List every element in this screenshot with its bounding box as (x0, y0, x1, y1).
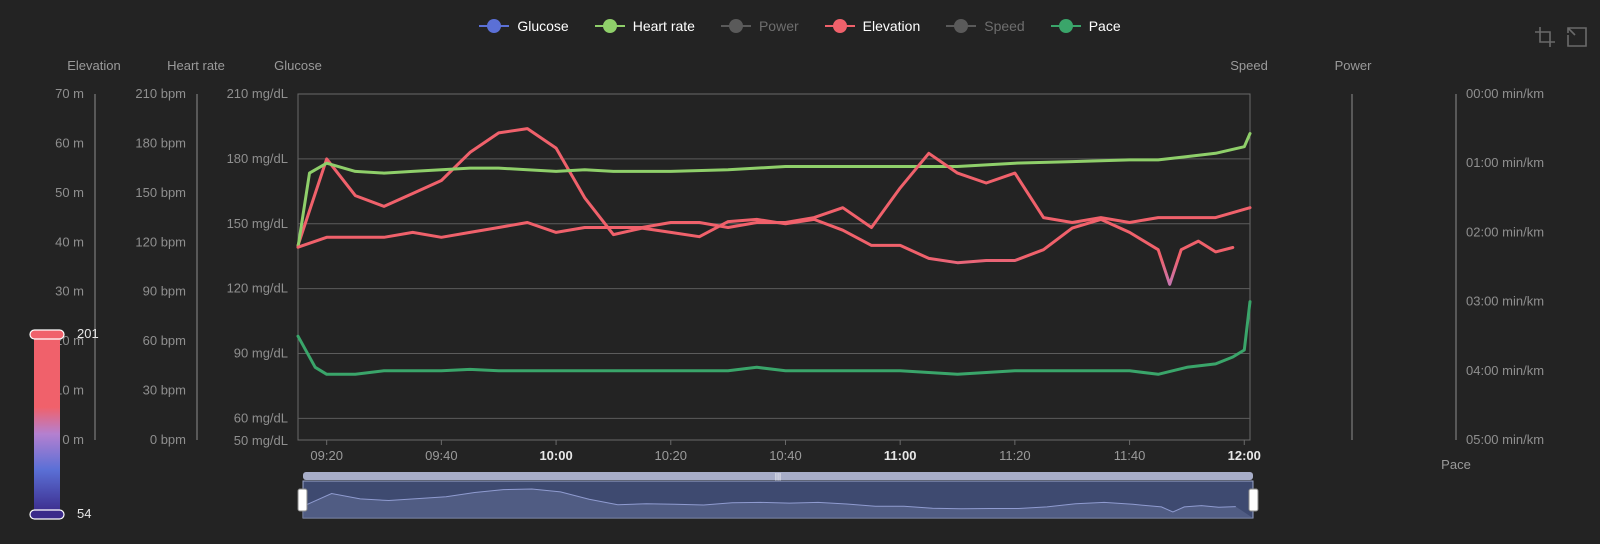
legend-item-power[interactable]: Power (720, 18, 799, 34)
legend-marker-heart-rate (594, 19, 625, 33)
pace-tick-label: 02:00 min/km (1466, 224, 1544, 239)
legend-marker-glucose (479, 19, 510, 33)
x-tick-label: 10:40 (769, 448, 802, 463)
plot-border (297, 93, 1251, 441)
legend-item-elevation[interactable]: Elevation (824, 18, 921, 34)
datazoom-handle-right[interactable] (1248, 488, 1259, 512)
visual-map-handle-min[interactable] (29, 509, 65, 520)
heart_rate-tick-label: 60 bpm (143, 333, 186, 348)
visual-map-min-label: 54 (77, 506, 91, 521)
glucose-tick-label: 50 mg/dL (234, 433, 288, 448)
x-tick-label: 11:40 (1114, 448, 1146, 463)
datazoom-handle-left[interactable] (297, 488, 308, 512)
elevation-tick-label: 30 m (55, 284, 84, 299)
legend-label-glucose: Glucose (517, 18, 569, 34)
visual-map-handle-max[interactable] (29, 329, 65, 340)
heart_rate-tick-label: 150 bpm (135, 185, 186, 200)
x-tick-label: 11:20 (999, 448, 1031, 463)
speed-axis-title: Speed (1230, 58, 1268, 73)
elevation-tick-label: 10 m (55, 383, 84, 398)
legend-marker-power (720, 19, 751, 33)
heart_rate-tick-label: 0 bpm (150, 432, 186, 447)
legend-label-speed: Speed (984, 18, 1025, 34)
power-axis-title: Power (1335, 58, 1373, 73)
datazoom-preview-line (302, 488, 1236, 513)
elevation-axis-title: Elevation (67, 58, 120, 73)
datazoom-preview-area (303, 489, 1253, 518)
datazoom-grip-icon[interactable]: ||| (775, 472, 781, 481)
x-tick-label: 10:00 (539, 448, 572, 463)
legend-item-heart-rate[interactable]: Heart rate (594, 18, 695, 34)
glucose-tick-label: 180 mg/dL (227, 151, 288, 166)
visual-map-bar (34, 336, 60, 514)
zoom-reset-icon[interactable] (1566, 26, 1588, 48)
x-tick-label: 11:00 (884, 448, 917, 463)
datazoom-move-bar (303, 472, 1253, 480)
series-line-elevation (296, 151, 1252, 249)
heart_rate-tick-label: 210 bpm (135, 86, 186, 101)
elevation-tick-label: 40 m (55, 234, 84, 249)
glucose-tick-label: 90 mg/dL (234, 346, 288, 361)
legend-label-elevation: Elevation (862, 18, 921, 34)
series-group (296, 127, 1252, 376)
legend-item-pace[interactable]: Pace (1050, 18, 1121, 34)
legend-item-speed[interactable]: Speed (946, 18, 1025, 34)
glucose-tick-label: 60 mg/dL (234, 410, 288, 425)
elevation-tick-label: 70 m (55, 86, 84, 101)
x-tick-label: 09:40 (425, 448, 458, 463)
pace-tick-label: 00:00 min/km (1466, 86, 1544, 101)
x-tick-label: 10:20 (654, 448, 687, 463)
visual-map-max-label: 201 (77, 326, 99, 341)
heart_rate-tick-label: 90 bpm (143, 284, 186, 299)
zoom-select-icon[interactable] (1534, 26, 1556, 48)
series-line-pace (296, 300, 1252, 376)
heart_rate-tick-label: 180 bpm (135, 135, 186, 150)
pace-tick-label: 05:00 min/km (1466, 432, 1544, 447)
glucose-axis-title: Glucose (274, 58, 322, 73)
heart_rate-axis-title: Heart rate (167, 58, 225, 73)
x-tick-label: 12:00 (1228, 448, 1261, 463)
pace-tick-label: 04:00 min/km (1466, 363, 1544, 378)
series-line-glucose (296, 127, 1235, 286)
pace-tick-label: 03:00 min/km (1466, 294, 1544, 309)
heart_rate-tick-label: 120 bpm (135, 234, 186, 249)
elevation-tick-label: 50 m (55, 185, 84, 200)
legend-label-heart-rate: Heart rate (632, 18, 695, 34)
x-tick-label: 09:20 (310, 448, 343, 463)
elevation-tick-label: 0 m (62, 432, 84, 447)
heart_rate-tick-label: 30 bpm (143, 383, 186, 398)
legend-label-power: Power (758, 18, 799, 34)
pace-tick-label: 01:00 min/km (1466, 155, 1544, 170)
legend-marker-elevation (824, 19, 855, 33)
pace-axis-title: Pace (1441, 457, 1471, 472)
glucose-tick-label: 210 mg/dL (227, 86, 288, 101)
legend-label-pace: Pace (1088, 18, 1121, 34)
legend-marker-speed (946, 19, 977, 33)
chart-legend: Glucose Heart rate Power Elevation Speed Pace (0, 18, 1600, 34)
legend-item-glucose[interactable]: Glucose (479, 18, 569, 34)
elevation-tick-label: 60 m (55, 135, 84, 150)
glucose-tick-label: 120 mg/dL (227, 281, 288, 296)
glucose-tick-label: 150 mg/dL (227, 216, 288, 231)
series-line-heart-rate (296, 132, 1252, 249)
legend-marker-pace (1050, 19, 1081, 33)
